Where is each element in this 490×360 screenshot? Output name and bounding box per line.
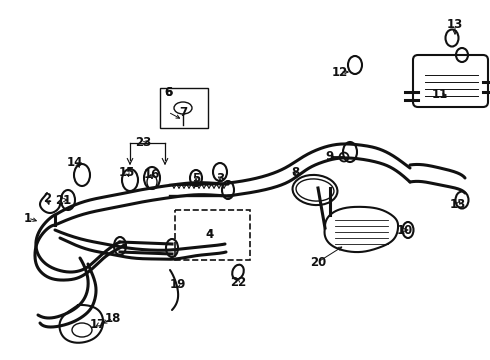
Text: 3: 3	[216, 171, 224, 184]
Text: 22: 22	[230, 276, 246, 289]
Text: 8: 8	[291, 166, 299, 180]
Text: 23: 23	[135, 136, 151, 149]
Text: 17: 17	[90, 319, 106, 332]
Text: 4: 4	[206, 229, 214, 242]
Text: 13: 13	[450, 198, 466, 211]
Text: 20: 20	[310, 256, 326, 269]
Text: 15: 15	[119, 166, 135, 179]
Text: 12: 12	[332, 66, 348, 78]
Text: 1: 1	[24, 211, 32, 225]
Text: 13: 13	[447, 18, 463, 31]
Bar	[160, 88, 208, 128]
Text: 14: 14	[67, 156, 83, 168]
Bar	[175, 210, 250, 260]
Text: 18: 18	[105, 311, 121, 324]
FancyBboxPatch shape	[413, 55, 488, 107]
Text: 11: 11	[432, 89, 448, 102]
Text: 21: 21	[55, 194, 71, 207]
Text: 6: 6	[164, 86, 172, 99]
Text: 10: 10	[397, 224, 413, 237]
Text: 16: 16	[144, 168, 160, 181]
Text: 19: 19	[170, 279, 186, 292]
Text: 5: 5	[192, 171, 200, 184]
Text: 2: 2	[43, 192, 51, 204]
Text: 7: 7	[179, 105, 187, 118]
Text: 6: 6	[164, 86, 172, 99]
Text: 9: 9	[326, 150, 334, 163]
